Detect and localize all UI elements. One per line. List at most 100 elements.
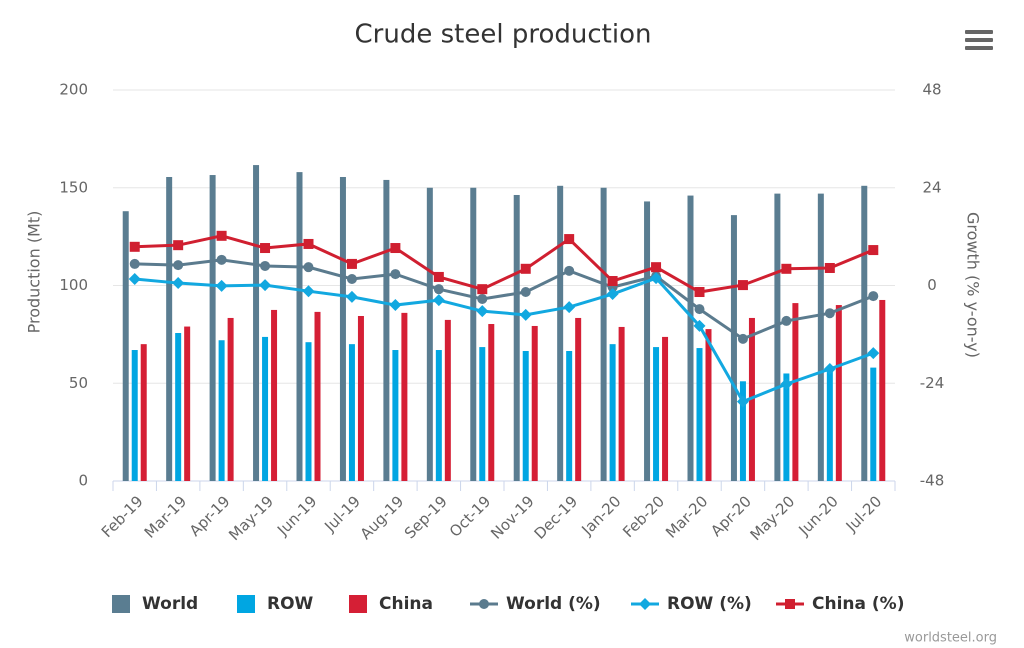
bar: [488, 324, 495, 481]
x-tick-label: Mar-19: [141, 492, 190, 541]
x-tick-label: Jul-20: [842, 492, 886, 536]
x-tick-label: Feb-20: [619, 492, 668, 541]
marker: [867, 347, 880, 360]
marker: [694, 304, 705, 315]
marker: [172, 277, 185, 290]
legend-item[interactable]: World (%): [470, 594, 601, 614]
bar: [575, 317, 582, 481]
legend-label: China: [379, 594, 433, 614]
marker: [651, 262, 662, 273]
bar: [609, 344, 616, 481]
legend-label: World (%): [506, 594, 601, 614]
line: [134, 276, 874, 404]
marker: [345, 290, 358, 303]
bar: [131, 350, 138, 481]
marker: [173, 260, 184, 271]
bar: [835, 305, 842, 481]
legend-item[interactable]: ROW (%): [631, 594, 752, 614]
marker: [260, 260, 271, 271]
x-tick-label: Jan-20: [578, 492, 625, 539]
marker: [129, 241, 140, 252]
credit: worldsteel.org: [904, 631, 997, 646]
y2-tick-label: -24: [920, 374, 945, 392]
x-tick-label: Aug-19: [357, 492, 408, 543]
bar: [792, 303, 799, 481]
marker: [868, 245, 879, 256]
bar: [879, 299, 886, 481]
bar: [618, 326, 625, 481]
bar: [140, 344, 147, 481]
bar: [783, 373, 790, 481]
bar: [383, 179, 390, 481]
legend-symbol: [112, 595, 130, 613]
marker: [650, 272, 663, 285]
bar: [296, 172, 303, 482]
bar: [401, 312, 408, 481]
marker: [737, 280, 748, 291]
bar: [227, 317, 234, 481]
marker: [432, 294, 445, 307]
marker: [639, 598, 651, 610]
bar: [531, 325, 538, 481]
marker: [389, 299, 402, 312]
legend-label: ROW: [267, 594, 314, 614]
marker: [302, 285, 315, 298]
bar: [253, 165, 260, 481]
bar: [271, 309, 278, 481]
y-tick-label: 100: [59, 276, 88, 294]
bar: [566, 350, 573, 481]
marker: [128, 272, 141, 285]
marker: [433, 284, 444, 295]
marker: [303, 238, 314, 249]
x-tick-label: May-20: [747, 492, 799, 544]
marker: [564, 234, 575, 245]
legend-item[interactable]: China (%): [776, 594, 904, 614]
bar: [513, 194, 520, 481]
marker: [390, 269, 401, 280]
bar: [470, 187, 477, 481]
x-tick-label: May-19: [225, 492, 277, 544]
x-tick-label: Jun-19: [273, 492, 320, 539]
bar: [184, 326, 191, 481]
x-tick-label: Dec-19: [531, 492, 582, 543]
marker: [519, 308, 532, 321]
marker: [129, 258, 140, 269]
bar: [166, 176, 173, 481]
legend-item[interactable]: ROW: [237, 594, 314, 614]
y-axis-title: Production (Mt): [25, 211, 44, 334]
marker: [303, 262, 314, 273]
legend-item[interactable]: World: [112, 594, 198, 614]
bar: [557, 185, 564, 482]
bar: [730, 215, 737, 481]
bar: [817, 193, 824, 482]
marker: [433, 271, 444, 282]
x-tick-label: Jun-20: [795, 492, 842, 539]
bar: [522, 350, 529, 481]
marker: [563, 301, 576, 314]
x-tick-label: Nov-19: [487, 492, 537, 542]
y2-axis-title: Growth (% y-on-y): [964, 212, 983, 358]
y-tick-label: 200: [59, 81, 88, 99]
bar: [705, 329, 712, 481]
marker: [520, 287, 531, 298]
marker: [737, 333, 748, 344]
menu-button[interactable]: [965, 30, 993, 50]
bar: [826, 369, 833, 481]
bar: [262, 336, 269, 481]
legend-item[interactable]: China: [349, 594, 433, 614]
y-tick-label: 0: [78, 472, 88, 490]
x-tick-label: Oct-19: [446, 492, 494, 540]
legend-label: World: [142, 594, 198, 614]
marker: [868, 291, 879, 302]
bar: [739, 381, 746, 481]
legend-label: ROW (%): [667, 594, 752, 614]
x-tick-label: Mar-20: [662, 492, 711, 541]
bar: [861, 185, 868, 482]
marker: [781, 315, 792, 326]
marker: [346, 273, 357, 284]
marker: [736, 395, 749, 408]
marker: [173, 240, 184, 251]
marker: [780, 378, 793, 391]
bar: [122, 211, 129, 481]
bar: [218, 340, 225, 481]
